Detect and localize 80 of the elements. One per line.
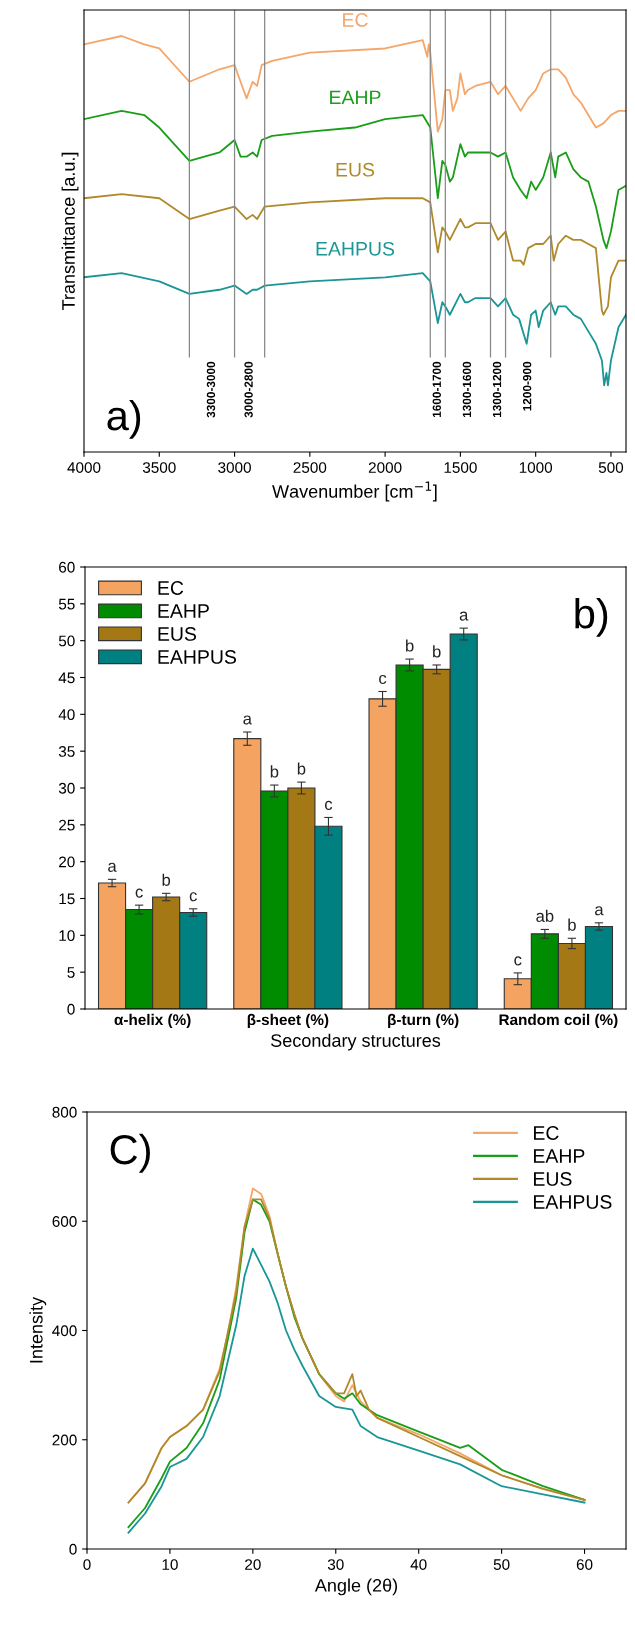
y-axis-title: Intensity [29, 1296, 47, 1363]
data-label: b [406, 639, 414, 652]
data-label: c [514, 956, 522, 966]
y-tick-label: 15 [59, 893, 75, 905]
x-tick-label: 3500 [142, 462, 176, 473]
annotation: 1300-1600 [462, 361, 472, 418]
x-tick-label: 20 [245, 1559, 261, 1570]
annotation: 3300-3000 [206, 361, 216, 418]
legend-label: EC [158, 581, 184, 595]
y-tick-label: 45 [58, 672, 75, 684]
y-tick-label: 10 [59, 930, 75, 942]
legend-label: EUS [158, 627, 197, 641]
y-tick-label: 60 [59, 561, 75, 573]
y-tick-label: 400 [52, 1325, 77, 1337]
x-tick-label: β-sheet (%) [247, 1013, 329, 1029]
legend-label: EC [534, 1126, 559, 1140]
data-label: a [243, 715, 252, 725]
x-axis-title: Wavenumber [cm$^{−1}$] [272, 481, 437, 502]
x-tick-label: 2500 [293, 462, 327, 473]
x-tick-label: 50 [493, 1559, 510, 1570]
x-tick-label: 60 [576, 1559, 593, 1570]
data-label: b [297, 762, 306, 775]
data-label: c [379, 674, 387, 685]
data-label: b [270, 765, 279, 778]
y-tick-label: 50 [58, 635, 75, 647]
x-tick-label: 0 [83, 1559, 91, 1570]
x-tick-label: 10 [162, 1559, 178, 1570]
y-tick-label: 800 [52, 1106, 77, 1118]
x-tick-label: β-turn (%) [388, 1013, 459, 1029]
annotation: C) [110, 1133, 150, 1173]
legend-label: EAHPUS [158, 650, 237, 664]
legend-label: EAHPUS [534, 1195, 612, 1209]
x-axis-title: Angle (2θ) [314, 1578, 398, 1596]
x-tick-label: 40 [410, 1559, 427, 1570]
data-label: b [568, 918, 576, 931]
x-tick-label: 4000 [67, 462, 101, 473]
y-tick-label: 0 [69, 1543, 77, 1555]
series-label: EC [343, 13, 368, 27]
y-tick-label: 25 [59, 819, 75, 831]
data-label: b [433, 645, 441, 658]
line-series [127, 1247, 586, 1534]
legend-label: EAHP [534, 1149, 585, 1163]
data-label: a [459, 611, 469, 621]
legend-label: EUS [534, 1172, 572, 1186]
annotation: 1200-900 [522, 361, 532, 411]
series-label: EAHPUS [316, 241, 395, 256]
annotation: a) [107, 399, 141, 439]
y-tick-label: 40 [58, 709, 75, 721]
legend-label: EAHP [158, 604, 209, 618]
y-tick-label: 35 [58, 746, 75, 757]
y-tick-label: 600 [52, 1216, 77, 1227]
y-axis-title: Transmittance [a.u.] [61, 152, 79, 311]
series-label: EAHP [330, 90, 381, 105]
y-tick-label: 20 [59, 856, 75, 868]
annotation: 1300-1200 [492, 361, 502, 418]
x-tick-label: 1500 [444, 462, 477, 473]
y-tick-label: 200 [52, 1434, 77, 1446]
annotation: 3000-2800 [244, 361, 253, 418]
x-tick-label: 30 [327, 1559, 344, 1570]
y-tick-label: 0 [67, 1003, 75, 1015]
data-label: a [595, 906, 604, 916]
x-tick-label: 1000 [519, 462, 553, 473]
x-tick-label: 3000 [218, 462, 251, 473]
y-tick-label: 55 [58, 598, 75, 610]
data-label: c [189, 892, 197, 902]
x-tick-label: 500 [598, 462, 624, 473]
data-label: ab [536, 909, 554, 922]
data-label: c [135, 888, 143, 898]
y-tick-label: 30 [58, 782, 75, 794]
y-tick-label: 5 [67, 967, 75, 978]
data-label: b [162, 873, 171, 886]
data-label: c [324, 800, 333, 811]
series-label: EUS [336, 162, 375, 177]
x-tick-label: α-helix (%) [114, 1013, 191, 1029]
annotation: 1600-1700 [432, 361, 441, 418]
x-tick-label: Random coil (%) [499, 1013, 618, 1029]
annotation: b) [575, 597, 608, 637]
x-axis-title: Secondary structures [271, 1033, 441, 1051]
x-tick-label: 2000 [368, 462, 402, 473]
data-label: a [108, 862, 117, 872]
